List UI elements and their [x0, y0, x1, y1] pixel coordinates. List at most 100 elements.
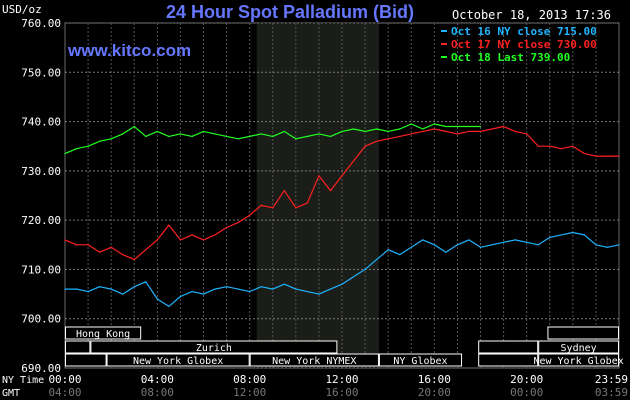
x-tick-label: 16:00	[418, 373, 451, 386]
series-point-3	[237, 138, 239, 140]
x-tick-label: 20:00	[418, 386, 451, 399]
series-point-3	[75, 148, 78, 150]
series-point-2	[168, 224, 170, 226]
series-point-3	[225, 135, 228, 137]
series-point-2	[225, 226, 228, 229]
series-point-1	[479, 246, 482, 248]
session-bar	[478, 353, 539, 367]
y-tick-label: 700.00	[21, 313, 61, 326]
series-point-2	[249, 214, 251, 216]
series-point-1	[99, 286, 101, 288]
y-tick-label: 750.00	[21, 66, 61, 79]
series-point-1	[225, 286, 228, 288]
x-tick-label: 16:00	[325, 386, 358, 399]
legend-entry-1: Oct 16 NY close 715.00	[451, 25, 597, 38]
series-point-3	[479, 125, 482, 128]
session-bar	[90, 340, 338, 354]
series-point-2	[560, 148, 562, 150]
series-point-1	[422, 239, 424, 241]
series-point-1	[491, 244, 493, 246]
series-point-1	[502, 241, 505, 243]
series-point-2	[202, 239, 205, 241]
series-point-1	[87, 291, 89, 293]
y-axis: 760.00 750.00 740.00 730.00 720.00 710.00 700.…	[21, 17, 61, 375]
series-point-2	[87, 244, 89, 246]
series-point-2	[306, 202, 308, 204]
session-label: Sydney	[561, 343, 597, 354]
series-point-1	[306, 291, 308, 293]
series-point-1	[468, 239, 470, 241]
series-point-3	[64, 153, 66, 155]
series-point-2	[283, 189, 285, 192]
units-label: USD/oz	[2, 3, 42, 16]
session-label: New York Globex	[133, 356, 223, 367]
series-point-1	[156, 298, 158, 300]
x-axis: NY Time 00:00 04:00 08:00 12:00 16:00 20:00 23:…	[2, 373, 628, 399]
series-point-3	[295, 138, 297, 140]
series-point-2	[341, 175, 343, 177]
session-label: New York NYMEX	[272, 356, 356, 367]
series-point-2	[479, 130, 482, 133]
series-point-2	[456, 133, 459, 135]
series-point-1	[145, 281, 147, 283]
session-bar	[378, 353, 463, 367]
series-point-2	[537, 145, 539, 147]
series-point-2	[445, 130, 447, 133]
y-tick-label: 710.00	[21, 263, 61, 276]
series-point-3	[249, 135, 251, 137]
series-point-1	[410, 246, 412, 248]
legend-entry-3: Oct 18 Last 739.00	[451, 51, 570, 64]
series-point-1	[202, 293, 205, 295]
series-point-3	[168, 135, 170, 137]
series-point-1	[64, 288, 66, 290]
series-layer	[64, 123, 620, 307]
series-point-1	[560, 234, 562, 236]
series-point-1	[456, 244, 459, 246]
series-point-2	[468, 130, 470, 133]
series-point-1	[75, 288, 78, 290]
session-label: Hong Kong	[76, 329, 130, 340]
series-point-2	[318, 175, 320, 177]
series-point-2	[122, 254, 124, 256]
session-bar	[249, 353, 379, 367]
y-tick-label: 720.00	[21, 214, 61, 227]
x-tick-label: 20:00	[510, 373, 543, 386]
session-bar	[106, 353, 250, 367]
series-point-3	[468, 125, 470, 128]
series-point-2	[272, 207, 274, 209]
chart-title: 24 Hour Spot Palladium (Bid)	[166, 2, 414, 22]
series-point-1	[549, 236, 551, 238]
series-point-2	[237, 222, 239, 224]
series-point-3	[433, 123, 435, 125]
series-point-3	[145, 135, 147, 137]
series-point-2	[399, 135, 401, 137]
session-bar	[538, 340, 619, 354]
website-label: www.kitco.com	[67, 41, 191, 60]
series-point-1	[283, 283, 285, 285]
series-point-2	[583, 153, 585, 155]
series-point-3	[445, 125, 447, 128]
series-point-1	[341, 283, 343, 285]
session-bar	[65, 340, 91, 354]
series-point-3	[376, 128, 378, 130]
series-point-2	[595, 155, 597, 157]
series-point-3	[306, 135, 308, 137]
x-tick-label: 12:00	[325, 373, 358, 386]
series-point-3	[202, 130, 205, 133]
series-point-1	[133, 286, 135, 288]
series-point-3	[156, 130, 158, 133]
series-point-1	[260, 286, 262, 288]
legend-entry-2: Oct 17 NY close 730.00	[451, 38, 597, 51]
series-point-2	[364, 145, 366, 147]
session-bar	[478, 340, 539, 354]
session-bar	[538, 353, 619, 367]
series-point-2	[618, 155, 620, 157]
series-point-3	[387, 130, 389, 133]
series-point-2	[433, 128, 435, 130]
session-bar	[65, 353, 107, 367]
series-point-3	[99, 140, 101, 142]
series-point-2	[491, 128, 493, 130]
y-tick-label: 730.00	[21, 165, 61, 178]
